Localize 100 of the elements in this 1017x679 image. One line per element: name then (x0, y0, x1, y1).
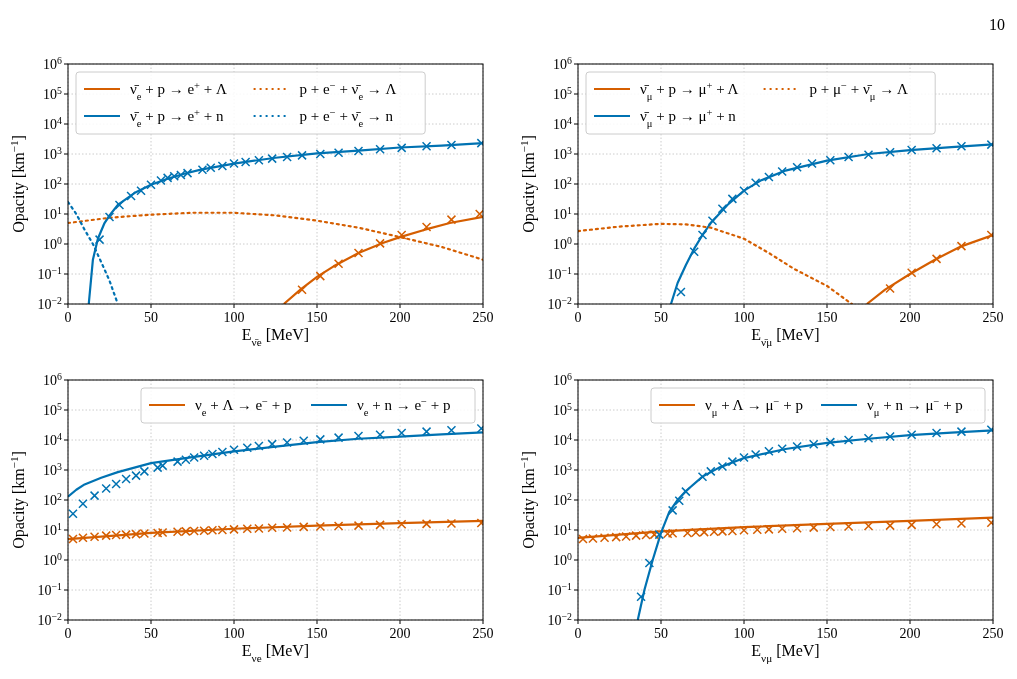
point (777, 166, 787, 177)
legend-label: p + e$^{−}$ + ν̄$_{e}$ → n (299, 106, 394, 129)
point (375, 238, 385, 249)
y-tick-label: 10$^{4}$ (43, 114, 63, 132)
legend-label: p + μ$^{−}$ + ν̄$_{μ}$ → Λ (809, 79, 909, 102)
point (396, 143, 407, 153)
line-series (68, 519, 483, 541)
y-tick-label: 10$^{0}$ (553, 550, 573, 568)
y-tick-label: 10$^{4}$ (553, 430, 573, 448)
y-tick-label: 10$^{−1}$ (547, 580, 573, 598)
y-tick-label: 10$^{0}$ (43, 550, 63, 568)
point (78, 499, 88, 509)
point (353, 146, 364, 156)
x-tick-label: 50 (654, 310, 668, 325)
point (229, 158, 239, 169)
y-tick-label: 10$^{2}$ (553, 490, 573, 508)
point (667, 505, 678, 516)
x-tick-label: 100 (223, 310, 245, 325)
point (825, 437, 836, 447)
y-tick-label: 10$^{4}$ (553, 114, 573, 132)
point (94, 234, 105, 245)
point (843, 152, 854, 162)
point (707, 215, 718, 226)
x-tick-label: 50 (144, 626, 158, 641)
point (229, 445, 239, 455)
point (885, 147, 895, 157)
point (68, 508, 78, 519)
point (421, 519, 432, 529)
point (333, 258, 344, 269)
y-tick-label: 10$^{−1}$ (37, 580, 63, 598)
point (727, 194, 738, 204)
point (333, 521, 344, 531)
point (229, 524, 239, 535)
line-series (865, 233, 993, 304)
y-tick-label: 10$^{6}$ (43, 370, 63, 388)
point (446, 214, 457, 225)
point (807, 158, 817, 169)
point (863, 433, 874, 443)
point (421, 426, 432, 437)
point (89, 490, 100, 501)
point (353, 520, 364, 531)
x-tick-label: 0 (574, 310, 582, 325)
point (697, 471, 708, 482)
point (446, 425, 457, 436)
point (315, 521, 326, 532)
x-tick-label: 200 (899, 310, 921, 325)
y-tick-label: 10$^{6}$ (553, 54, 573, 72)
point (931, 519, 942, 530)
point (282, 522, 292, 533)
legend-label: ν̄$_{μ}$ + p → μ$^{+}$ + n (640, 106, 737, 129)
y-tick-label: 10$^{2}$ (43, 490, 63, 508)
point (396, 519, 407, 530)
point (792, 162, 802, 173)
point (121, 474, 131, 484)
x-tick-label: 100 (733, 310, 755, 325)
point (825, 155, 836, 165)
y-tick-label: 10$^{3}$ (553, 460, 573, 478)
point (111, 479, 121, 489)
point (396, 428, 407, 438)
legend-label: ν$_{e}$ + n → e$^{−}$ + p (357, 395, 451, 418)
point (825, 522, 836, 532)
x-tick-label: 0 (64, 626, 72, 641)
y-tick-label: 10$^{−2}$ (37, 610, 63, 628)
point (446, 518, 457, 529)
point (254, 155, 264, 165)
point (599, 533, 610, 543)
y-tick-label: 10$^{5}$ (553, 84, 573, 102)
x-tick-label: 250 (472, 310, 494, 325)
point (242, 524, 253, 534)
point (375, 144, 385, 154)
legend-label: ν̄$_{e}$ + p → e$^{+}$ + Λ (130, 79, 227, 102)
y-tick-label: 10$^{1}$ (43, 204, 63, 222)
x-axis-title: E$_{ν̄e}$ [MeV] (241, 326, 310, 348)
point (906, 145, 917, 155)
y-tick-label: 10$^{0}$ (43, 234, 63, 252)
point (282, 152, 292, 162)
point (717, 203, 728, 214)
point (421, 222, 432, 232)
y-tick-label: 10$^{−2}$ (547, 294, 573, 312)
point (139, 466, 150, 477)
point (421, 141, 432, 152)
text: 10 (989, 16, 1005, 33)
y-tick-label: 10$^{1}$ (553, 204, 573, 222)
y-tick-label: 10$^{2}$ (43, 174, 63, 192)
point (906, 429, 917, 440)
point (885, 431, 895, 442)
x-tick-label: 0 (64, 310, 72, 325)
point (254, 441, 264, 451)
x-tick-label: 200 (389, 310, 411, 325)
y-tick-label: 10$^{3}$ (43, 144, 63, 162)
point (808, 522, 819, 533)
point (282, 437, 292, 448)
y-tick-label: 10$^{2}$ (553, 174, 573, 192)
x-axis-title: E$_{ν̄μ}$ [MeV] (751, 326, 820, 348)
point (792, 441, 802, 452)
point (446, 140, 457, 150)
point (689, 247, 699, 257)
point (750, 178, 761, 188)
point (863, 521, 874, 531)
point (654, 529, 665, 540)
